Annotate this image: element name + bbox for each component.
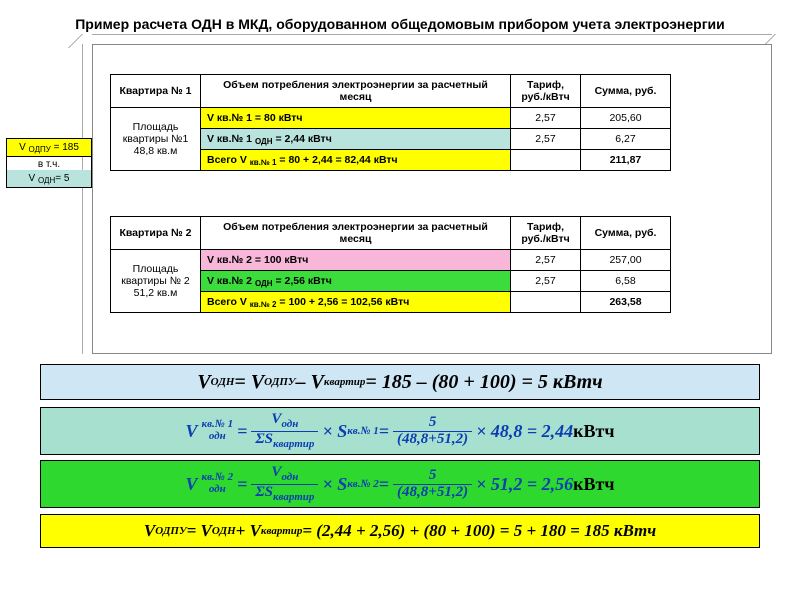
text: V [19,142,28,153]
frame-3d-top [82,34,762,44]
apt1-desc: Площадь квартиры №1 48,8 кв.м [111,108,201,171]
col-sum: Сумма, руб. [581,217,671,250]
val: = 185 [51,142,79,153]
apt1-r3-sum: 211,87 [581,150,671,171]
apt1-r2-sum: 6,27 [581,129,671,150]
apt1-r1: V кв.№ 1 = 80 кВтч [201,108,511,129]
apt2-r1-sum: 257,00 [581,250,671,271]
apt2-r3-sum: 263,58 [581,292,671,313]
frame-3d-left [82,44,92,354]
col-tarif: Тариф, руб./кВтч [511,217,581,250]
val: = 5 [55,173,69,184]
apt1-r3: Всего V кв.№ 1 = 80 + 2,44 = 82,44 кВтч [201,150,511,171]
col-tarif: Тариф, руб./кВтч [511,75,581,108]
sub: ОДПУ [29,145,51,154]
text: V [29,173,38,184]
apt2-r3: Всего V кв.№ 2 = 100 + 2,56 = 102,56 кВт… [201,292,511,313]
apt1-r2: V кв.№ 1 ОДН = 2,44 кВтч [201,129,511,150]
apt1-r1-tarif: 2,57 [511,108,581,129]
apt2-r2-tarif: 2,57 [511,271,581,292]
col-sum: Сумма, руб. [581,75,671,108]
apartment-1-table: Квартира № 1 Объем потребления электроэн… [110,74,671,171]
badge-vodn: V ОДН= 5 [6,170,92,188]
formula-apt2-odn: Vкв.№ 2одн = VоднΣSквартир × Sкв.№ 2 = 5… [40,460,760,508]
apt2-label: Квартира № 2 [111,217,201,250]
badge-vodpu: V ОДПУ = 185 [6,138,92,157]
col-mid: Объем потребления электроэнергии за расч… [201,217,511,250]
apt1-r1-sum: 205,60 [581,108,671,129]
formula-apt1-odn: Vкв.№ 1одн = VоднΣSквартир × Sкв.№ 1 = 5… [40,407,760,455]
apt1-label: Квартира № 1 [111,75,201,108]
formula-vodpu-check: VОДПУ = VОДН + Vквартир = (2,44 + 2,56) … [40,514,760,548]
apt2-r2-sum: 6,58 [581,271,671,292]
page-title: Пример расчета ОДН в МКД, оборудованном … [0,16,800,32]
blank [511,292,581,313]
sub: ОДН [38,176,55,185]
formula-vodn: VОДН = VОДПУ – Vквартир = 185 – (80 + 10… [40,364,760,400]
apt2-r2: V кв.№ 2 ОДН = 2,56 кВтч [201,271,511,292]
apt2-r1-tarif: 2,57 [511,250,581,271]
col-mid: Объем потребления электроэнергии за расч… [201,75,511,108]
apt1-r2-tarif: 2,57 [511,129,581,150]
apartment-2-table: Квартира № 2 Объем потребления электроэн… [110,216,671,313]
apt2-r1: V кв.№ 2 = 100 кВтч [201,250,511,271]
apt2-desc: Площадь квартиры № 2 51,2 кв.м [111,250,201,313]
blank [511,150,581,171]
